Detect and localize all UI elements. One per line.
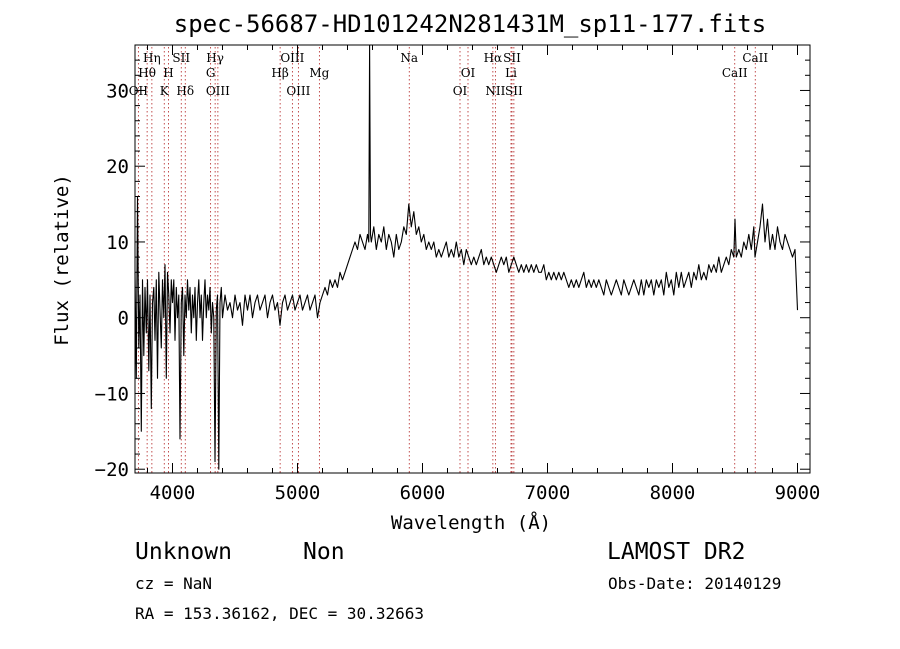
line-marker-label: G xyxy=(206,66,216,80)
line-marker-label: Hβ xyxy=(271,66,288,80)
line-marker-label: K xyxy=(160,84,170,98)
y-tick-label: −10 xyxy=(95,383,129,405)
y-axis-ticks: −20 −10 0 10 20 30 xyxy=(95,59,810,481)
x-tick-label: 5000 xyxy=(275,482,321,504)
y-tick-label: −20 xyxy=(95,459,129,481)
spectral-line-markers xyxy=(137,47,756,473)
line-marker-label: Hη xyxy=(143,51,161,65)
line-marker-label: Hθ xyxy=(138,66,156,80)
line-marker-label: SII xyxy=(503,51,521,65)
line-marker-label: OI xyxy=(453,84,468,98)
x-tick-label: 8000 xyxy=(650,482,696,504)
line-marker-label: OIII xyxy=(280,51,304,65)
x-axis-label: Wavelength (Å) xyxy=(391,511,551,534)
line-marker-label: Hδ xyxy=(176,84,194,98)
line-marker-label: SII xyxy=(172,51,190,65)
redshift-cz: cz = NaN xyxy=(135,574,212,593)
y-tick-label: 20 xyxy=(106,156,129,178)
line-marker-label: OIII xyxy=(206,84,230,98)
line-marker-label: H xyxy=(163,66,173,80)
x-axis-ticks: 4000 5000 6000 7000 8000 9000 xyxy=(147,45,821,504)
y-tick-label: 30 xyxy=(106,80,129,102)
line-marker-label: SII xyxy=(505,84,523,98)
line-marker-label: NII xyxy=(485,84,505,98)
spectrum-line xyxy=(134,44,799,470)
coordinates: RA = 153.36162, DEC = 30.32663 xyxy=(135,604,424,623)
chart-title: spec-56687-HD101242N281431M_sp11-177.fit… xyxy=(174,10,766,38)
observation-date: Obs-Date: 20140129 xyxy=(608,574,781,593)
x-tick-label: 4000 xyxy=(150,482,196,504)
line-marker-label: CaII xyxy=(722,66,748,80)
y-tick-label: 10 xyxy=(106,232,129,254)
x-tick-label: 7000 xyxy=(525,482,571,504)
x-tick-label: 6000 xyxy=(400,482,446,504)
survey-name: LAMOST DR2 xyxy=(607,539,745,565)
line-marker-label: OIII xyxy=(286,84,310,98)
line-marker-label: Na xyxy=(400,51,418,65)
y-axis-label: Flux (relative) xyxy=(51,174,73,346)
line-marker-label: Hγ xyxy=(206,51,224,65)
object-subclass: Non xyxy=(303,539,345,565)
object-class: Unknown xyxy=(135,539,232,565)
y-tick-label: 0 xyxy=(118,308,129,330)
line-marker-label: CaII xyxy=(742,51,768,65)
x-tick-label: 9000 xyxy=(775,482,821,504)
line-marker-label: Mg xyxy=(309,66,329,80)
line-marker-label: Hα xyxy=(484,51,503,65)
line-marker-label: Li xyxy=(505,66,517,80)
line-marker-label: OI xyxy=(461,66,476,80)
plot-frame xyxy=(134,44,811,474)
line-marker-label: OII xyxy=(129,84,149,98)
